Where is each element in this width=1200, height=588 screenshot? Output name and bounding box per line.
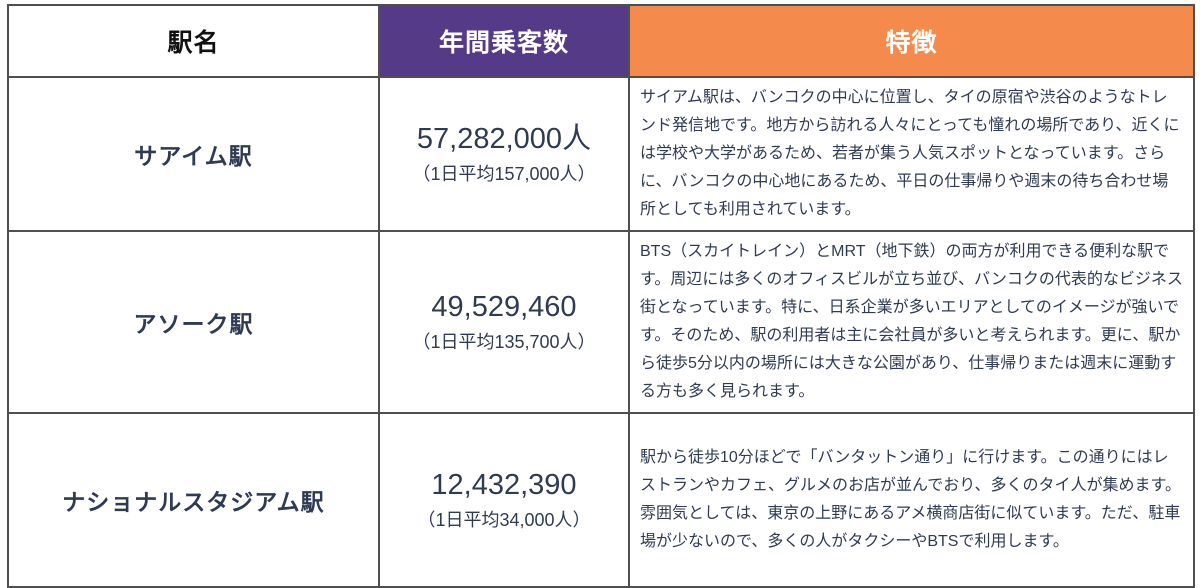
station-features: BTS（スカイトレイン）とMRT（地下鉄）の両方が利用できる便利な駅です。周辺に…	[628, 230, 1195, 414]
station-name: アソーク駅	[7, 230, 380, 414]
table-row: ナショナルスタジアム駅 12,432,390 （1日平均34,000人） 駅から…	[7, 412, 1195, 588]
annual-passengers-cell: 57,282,000人 （1日平均157,000人）	[378, 76, 630, 232]
station-comparison-table: 駅名 年間乗客数 特徴 サアイム駅 57,282,000人 （1日平均157,0…	[7, 4, 1195, 588]
station-name: サアイム駅	[7, 76, 380, 232]
annual-passengers-cell: 12,432,390 （1日平均34,000人）	[378, 412, 630, 588]
annual-passenger-count: 57,282,000人	[416, 123, 592, 156]
header-annual-passengers: 年間乗客数	[378, 4, 630, 78]
annual-passenger-count: 12,432,390	[431, 469, 577, 502]
annual-passenger-count: 49,529,460	[431, 291, 577, 324]
table-row: アソーク駅 49,529,460 （1日平均135,700人） BTS（スカイト…	[7, 230, 1195, 414]
station-name: ナショナルスタジアム駅	[7, 412, 380, 588]
table-row: サアイム駅 57,282,000人 （1日平均157,000人） サイアム駅は、…	[7, 76, 1195, 232]
header-features: 特徴	[628, 4, 1195, 78]
daily-average: （1日平均135,700人）	[412, 331, 596, 352]
header-row: 駅名 年間乗客数 特徴	[7, 4, 1195, 78]
daily-average: （1日平均34,000人）	[417, 509, 591, 530]
annual-passengers-cell: 49,529,460 （1日平均135,700人）	[378, 230, 630, 414]
station-features: サイアム駅は、バンコクの中心に位置し、タイの原宿や渋谷のようなトレンド発信地です…	[628, 76, 1195, 232]
station-features: 駅から徒歩10分ほどで「バンタットン通り」に行けます。この通りにはレストランやカ…	[628, 412, 1195, 588]
header-station-name: 駅名	[7, 4, 380, 78]
daily-average: （1日平均157,000人）	[412, 163, 596, 184]
